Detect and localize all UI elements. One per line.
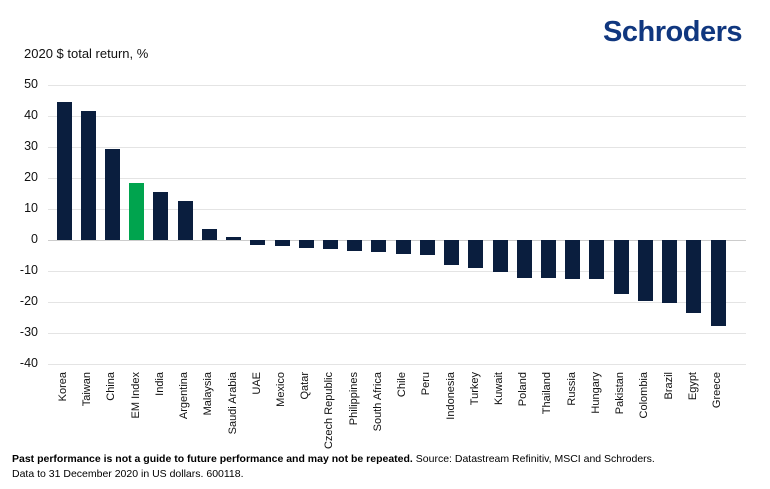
x-axis-label-brazil: Brazil <box>662 372 675 400</box>
gridline <box>48 147 746 148</box>
gridline <box>48 178 746 179</box>
gridline <box>48 85 746 86</box>
bar-philippines <box>347 240 363 251</box>
bar-thailand <box>540 240 556 279</box>
x-axis-label-mexico: Mexico <box>275 372 287 407</box>
gridline <box>48 116 746 117</box>
x-axis-label-peru: Peru <box>420 372 433 396</box>
x-axis-label-kuwait: Kuwait <box>493 372 505 406</box>
footer-disclaimer: Past performance is not a guide to futur… <box>12 452 732 481</box>
bar-greece <box>710 240 726 326</box>
x-axis-label-pakistan: Pakistan <box>614 372 627 415</box>
x-axis-label-qatar: Qatar <box>299 372 312 400</box>
x-axis-label-russia: Russia <box>565 372 578 406</box>
bar-india <box>153 191 169 240</box>
x-axis-label-colombia: Colombia <box>638 372 651 419</box>
x-axis-label-hungary: Hungary <box>589 372 602 414</box>
bar-korea <box>56 101 72 240</box>
x-axis-label-em-index: EM Index <box>129 372 142 419</box>
bar-kuwait <box>492 240 508 273</box>
y-axis-tick-label: 40 <box>24 108 38 122</box>
x-axis-label-south-africa: South Africa <box>371 372 384 432</box>
bar-china <box>104 148 120 240</box>
x-axis-label-saudi-arabia: Saudi Arabia <box>226 372 239 435</box>
bar-colombia <box>637 240 653 302</box>
bar-argentina <box>177 201 193 240</box>
bar-czech-republic <box>322 240 338 249</box>
x-axis-label-chile: Chile <box>396 372 409 398</box>
y-axis-tick-label: -30 <box>19 325 38 339</box>
gridline <box>48 364 746 365</box>
y-axis-tick-label: 50 <box>24 77 38 91</box>
x-axis-label-argentina: Argentina <box>178 372 191 420</box>
bar-qatar <box>298 240 314 249</box>
y-axis-tick-label: 30 <box>24 139 38 153</box>
bar-uae <box>250 240 266 245</box>
y-axis-tick-label: 0 <box>31 232 38 246</box>
bar-russia <box>565 240 581 279</box>
x-axis-label-korea: Korea <box>57 372 69 402</box>
bar-em-index <box>129 182 145 240</box>
x-axis-label-philippines: Philippines <box>347 372 360 426</box>
bar-saudi-arabia <box>226 236 242 240</box>
y-axis-tick-label: -20 <box>19 294 38 308</box>
x-axis-label-malaysia: Malaysia <box>202 372 215 416</box>
bar-turkey <box>468 240 484 268</box>
y-axis-tick-label: 20 <box>24 170 38 184</box>
gridline <box>48 333 746 334</box>
x-axis-label-taiwan: Taiwan <box>81 372 94 407</box>
y-axis-tick-label: -10 <box>19 263 38 277</box>
bar-malaysia <box>201 229 217 240</box>
x-axis-label-turkey: Turkey <box>468 372 481 406</box>
bar-taiwan <box>80 111 96 240</box>
x-axis-label-poland: Poland <box>517 372 530 407</box>
schroders-logo: Schroders <box>603 16 742 48</box>
bar-poland <box>516 240 532 278</box>
x-axis-label-uae: UAE <box>250 372 263 395</box>
bar-indonesia <box>444 240 460 265</box>
bar-egypt <box>686 240 702 313</box>
footer-line-2: Data to 31 December 2020 in US dollars. … <box>12 467 244 480</box>
bar-south-africa <box>371 240 387 253</box>
footer-line-1: Past performance is not a guide to futur… <box>12 452 732 467</box>
past-performance-warning: Past performance is not a guide to futur… <box>12 453 413 465</box>
bar-mexico <box>274 240 290 247</box>
source-text: Source: Datastream Refinitiv, MSCI and S… <box>415 453 655 465</box>
gridline <box>48 209 746 210</box>
x-axis-label-indonesia: Indonesia <box>444 372 457 420</box>
gridline <box>48 271 746 272</box>
bar-chile <box>395 240 411 255</box>
bar-pakistan <box>613 240 629 294</box>
bar-peru <box>419 240 435 256</box>
gridline <box>48 302 746 303</box>
x-axis-label-greece: Greece <box>711 372 723 409</box>
bar-brazil <box>662 240 678 303</box>
x-axis-label-czech-republic: Czech Republic <box>323 372 336 450</box>
x-axis-label-india: India <box>153 372 166 396</box>
x-axis-label-egypt: Egypt <box>686 372 699 401</box>
bar-hungary <box>589 240 605 280</box>
y-axis-tick-label: -40 <box>19 356 38 370</box>
x-axis-label-thailand: Thailand <box>541 372 554 415</box>
y-axis-tick-label: 10 <box>24 201 38 215</box>
x-axis-label-china: China <box>105 372 118 401</box>
chart-title: 2020 $ total return, % <box>24 46 149 61</box>
